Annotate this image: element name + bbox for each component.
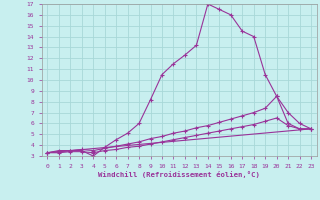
X-axis label: Windchill (Refroidissement éolien,°C): Windchill (Refroidissement éolien,°C) (98, 171, 260, 178)
